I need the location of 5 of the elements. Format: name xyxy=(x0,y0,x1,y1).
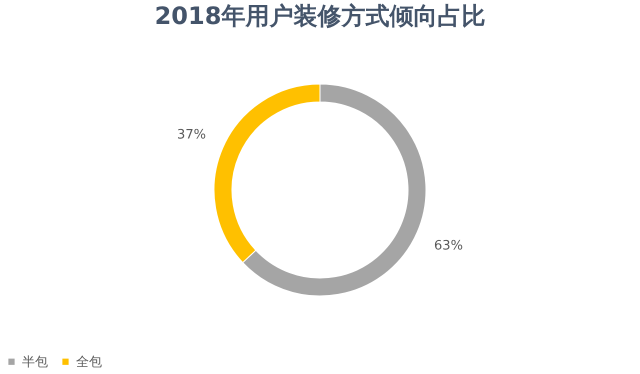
legend-label: 半包 xyxy=(22,354,48,370)
legend-label: 全包 xyxy=(76,354,102,370)
data-label: 37% xyxy=(177,127,206,142)
data-label: 63% xyxy=(434,238,463,254)
chart-title: 2018年用户装修方式倾向占比 xyxy=(154,2,486,30)
